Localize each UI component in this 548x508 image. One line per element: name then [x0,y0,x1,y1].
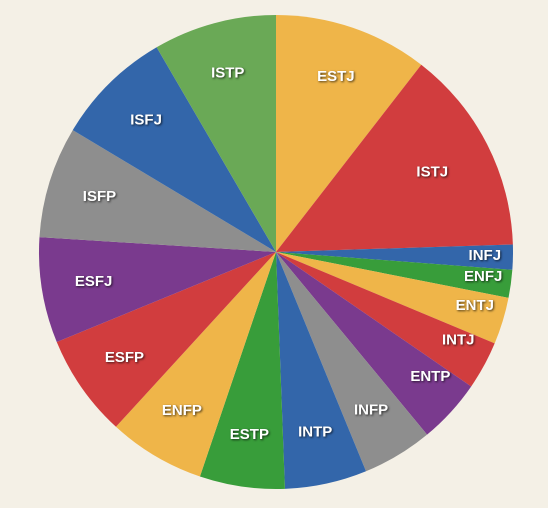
pie-chart: ESTJISTJINFJENFJENTJINTJENTPINFPINTPESTP… [0,0,548,508]
pie-slices [39,15,513,489]
